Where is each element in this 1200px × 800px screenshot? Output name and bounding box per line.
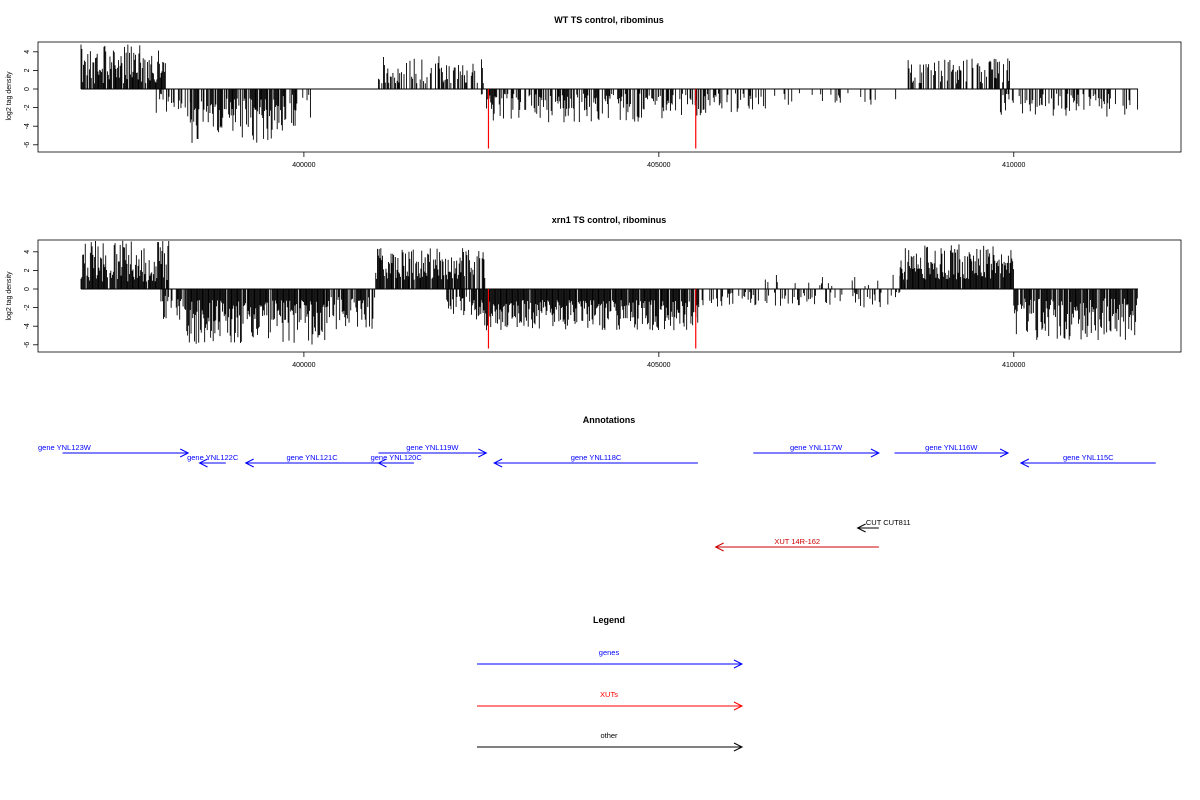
xrn1-highlights (487, 289, 697, 349)
annotation-items: gene YNL123W gene YNL122C gene YNL121C gene… (38, 443, 1156, 552)
xrn1-y-tick-label: -2 (24, 304, 31, 310)
gene-annotation-label: gene YNL121C (286, 453, 338, 462)
xrn1-x-tick-label: 405000 (647, 362, 670, 369)
legend-label: other (600, 731, 618, 740)
other-arrowhead (714, 542, 724, 552)
gene-annotation-label: gene YNL123W (38, 443, 92, 452)
xrn1-x-tick-label: 400000 (292, 362, 315, 369)
gene-annotation-label: gene YNL120C (371, 453, 423, 462)
gene-annotation: gene YNL121C (244, 453, 379, 468)
gene-annotation: gene YNL122C (187, 453, 239, 468)
xrn1-y-tick-label: -4 (24, 323, 31, 329)
wt-y-tick-label: 2 (24, 68, 31, 72)
xrn1-y-axis: -6 -4 -2 0 2 4 (24, 250, 39, 348)
gene-arrowhead (1019, 458, 1030, 468)
xrn1-bars (80, 240, 1138, 345)
wt-y-tick-label: -4 (24, 123, 31, 129)
gene-arrowhead (198, 458, 208, 468)
other-annotation-label: CUT CUT811 (866, 518, 911, 527)
wt-x-tick-label: 410000 (1002, 162, 1025, 169)
gene-annotation: gene YNL115C (1019, 453, 1156, 468)
wt-bars (80, 44, 1139, 143)
gene-arrowhead (244, 458, 254, 468)
legend-label: XUTs (600, 690, 618, 699)
xrn1-y-tick-label: -6 (24, 342, 31, 348)
gene-arrowhead (478, 448, 488, 458)
xrn1-y-tick-label: 2 (24, 268, 31, 272)
legend-title: Legend (593, 615, 625, 625)
xrn1-x-axis: 400000 405000 410000 (292, 352, 1026, 369)
gene-annotation: gene YNL118C (493, 453, 698, 468)
legend-label: genes (599, 648, 620, 657)
wt-y-axis-label: log2 tag density (6, 71, 13, 121)
legend-item: XUTs (477, 690, 744, 711)
gene-annotation: gene YNL123W (38, 443, 190, 458)
gene-annotation: gene YNL116W (894, 443, 1010, 458)
gene-annotation-label: gene YNL117W (790, 443, 843, 452)
gene-arrowhead (999, 448, 1010, 458)
legend-item: genes (477, 648, 744, 669)
wt-x-tick-label: 405000 (647, 162, 670, 169)
gene-arrowhead (870, 448, 881, 458)
wt-track-panel: WT TS control, ribominus log2 tag densit… (6, 15, 1182, 169)
gene-arrowhead (493, 458, 503, 468)
wt-highlights (487, 89, 697, 149)
wt-y-tick-label: -6 (24, 142, 31, 148)
legend-arrowhead (733, 659, 744, 669)
gene-annotation: gene YNL117W (753, 443, 881, 458)
xrn1-y-axis-label: log2 tag density (6, 271, 13, 321)
gene-annotation-label: gene YNL118C (571, 453, 622, 462)
legend-panel: Legend genes XUTs other (477, 615, 744, 752)
wt-x-axis: 400000 405000 410000 (292, 152, 1026, 169)
xrn1-y-tick-label: 0 (24, 287, 31, 291)
gene-annotation: gene YNL119W (378, 443, 488, 458)
other-arrowhead (856, 523, 866, 533)
wt-plot-frame (37, 41, 1182, 153)
xrn1-track-title: xrn1 TS control, ribominus (552, 215, 667, 225)
legend-arrowhead (733, 742, 744, 752)
wt-x-tick-label: 400000 (292, 162, 315, 169)
gene-arrowhead (179, 448, 190, 458)
gene-annotation-label: gene YNL116W (925, 443, 978, 452)
legend-arrowhead (733, 701, 744, 711)
wt-y-tick-label: 0 (24, 87, 31, 91)
gene-annotation-label: gene YNL115C (1063, 453, 1114, 462)
gene-annotation-label: gene YNL122C (187, 453, 239, 462)
gene-annotation: gene YNL120C (371, 453, 423, 468)
gene-annotation-label: gene YNL119W (406, 443, 459, 452)
other-annotation-label: XUT 14R-162 (774, 537, 820, 546)
annotations-title: Annotations (583, 415, 636, 425)
wt-y-tick-label: -2 (24, 104, 31, 110)
xrn1-y-tick-label: 4 (24, 250, 31, 254)
legend-item: other (477, 731, 744, 752)
xrn1-track-panel: xrn1 TS control, ribominus log2 tag dens… (6, 215, 1182, 369)
legend-items: genes XUTs other (477, 648, 744, 752)
wt-y-axis: -6 -4 -2 0 2 4 (24, 50, 39, 148)
xrn1-x-tick-label: 410000 (1002, 362, 1025, 369)
other-annotation: XUT 14R-162 (714, 537, 879, 552)
wt-y-tick-label: 4 (24, 50, 31, 54)
gene-arrowhead (377, 458, 387, 468)
other-annotation: CUT CUT811 (856, 518, 911, 533)
wt-track-title: WT TS control, ribominus (554, 15, 664, 25)
